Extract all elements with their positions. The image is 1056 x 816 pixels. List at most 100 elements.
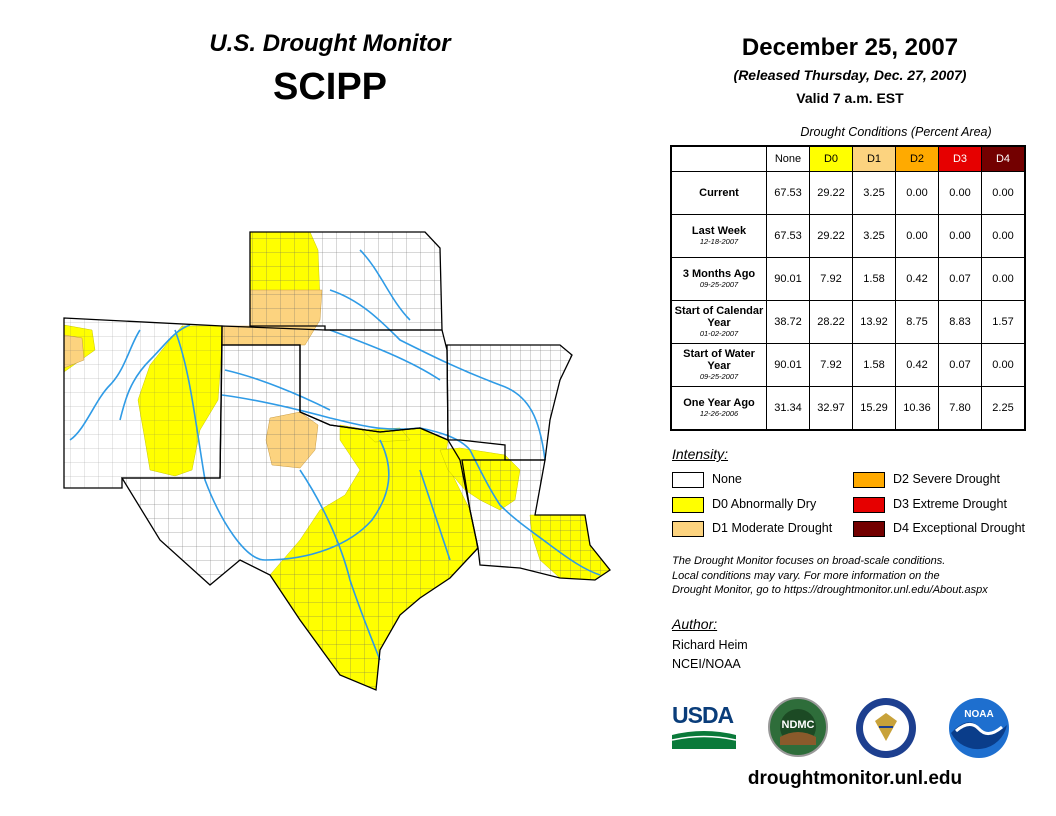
author-org: NCEI/NOAA (672, 657, 741, 671)
legend-label: D4 Exceptional Drought (893, 521, 1026, 535)
disclaimer-note: The Drought Monitor focuses on broad-sca… (672, 554, 1042, 598)
row-label: One Year Ago 12-26-2006 (671, 386, 767, 430)
row-label-text: Last Week (691, 225, 747, 237)
drought-map (63, 231, 611, 691)
col-header: D2 (895, 146, 939, 172)
commerce-seal-logo (855, 697, 917, 759)
table-caption: Drought Conditions (Percent Area) (800, 125, 992, 139)
table-cell: 3.25 (852, 171, 896, 215)
table-cell: 7.80 (938, 386, 982, 430)
col-header: D0 (809, 146, 853, 172)
legend-title: Intensity: (672, 446, 729, 462)
legend-d4: D4 Exceptional Drought (853, 519, 1025, 537)
table-cell: 0.42 (895, 343, 939, 387)
table-cell: 67.53 (766, 171, 810, 215)
legend-none: None (672, 470, 742, 488)
table-row: Last Week 12-18-2007 67.53 29.22 3.25 0.00 0.0… (671, 214, 1025, 258)
col-header: D1 (852, 146, 896, 172)
usda-logo: USDA (672, 702, 736, 749)
drought-stats-table: None D0 D1 D2 D3 D4 Current 67.53 29.22 3.2… (670, 145, 1026, 431)
table-cell: 0.00 (981, 171, 1025, 215)
col-header: D3 (938, 146, 982, 172)
col-header: D4 (981, 146, 1025, 172)
table-cell: 13.92 (852, 300, 896, 344)
usda-logo-text: USDA (672, 702, 734, 728)
table-cell: 1.57 (981, 300, 1025, 344)
legend-label: D2 Severe Drought (893, 472, 1001, 486)
table-cell: 0.07 (938, 257, 982, 301)
row-label: Current (671, 171, 767, 215)
table-row: Start of Water Year 09-25-2007 90.01 7.92 1.… (671, 343, 1025, 387)
site-url[interactable]: droughtmonitor.unl.edu (747, 768, 963, 789)
legend-d3: D3 Extreme Drought (853, 495, 1007, 513)
legend-swatch (853, 520, 885, 537)
table-cell: 31.34 (766, 386, 810, 430)
legend-swatch (672, 471, 704, 488)
table-cell: 0.00 (895, 171, 939, 215)
state-boundaries (63, 231, 611, 691)
col-header: None (766, 146, 810, 172)
ndmc-logo-seal (768, 697, 828, 757)
region-title: SCIPP (272, 66, 388, 108)
table-cell: 15.29 (852, 386, 896, 430)
table-cell: 3.25 (852, 214, 896, 258)
row-label-text: 3 Months Ago (682, 268, 756, 280)
map-date: December 25, 2007 (741, 34, 959, 61)
author-title: Author: (672, 616, 718, 632)
table-cell: 29.22 (809, 214, 853, 258)
table-cell: 0.00 (981, 257, 1025, 301)
table-cell: 10.36 (895, 386, 939, 430)
note-line: The Drought Monitor focuses on broad-sca… (672, 555, 946, 567)
noaa-logo: NOAA (948, 697, 1010, 759)
row-label-text: Start of Calendar Year (674, 305, 764, 329)
table-cell: 0.00 (981, 214, 1025, 258)
table-cell: 67.53 (766, 214, 810, 258)
row-label-text: One Year Ago (683, 397, 755, 409)
table-cell: 1.58 (852, 257, 896, 301)
note-line: Local conditions may vary. For more info… (672, 569, 940, 582)
legend-swatch (853, 471, 885, 488)
county-lines (64, 232, 610, 690)
table-cell: 29.22 (809, 171, 853, 215)
table-cell: 8.75 (895, 300, 939, 344)
legend-swatch (853, 496, 885, 513)
table-row: Start of Calendar Year 01-02-2007 38.72 28.… (671, 300, 1025, 344)
legend-label: D1 Moderate Drought (712, 521, 833, 535)
table-corner (672, 147, 767, 172)
table-cell: 0.42 (895, 257, 939, 301)
table-cell: 32.97 (809, 386, 853, 430)
row-label: Start of Calendar Year 01-02-2007 (671, 300, 767, 344)
brand-title: U.S. Drought Monitor (209, 30, 451, 57)
table-cell: 1.58 (852, 343, 896, 387)
legend-d1: D1 Moderate Drought (672, 519, 832, 537)
row-label: Last Week 12-18-2007 (671, 214, 767, 258)
legend-label: D3 Extreme Drought (893, 497, 1007, 511)
table-cell: 0.00 (895, 214, 939, 258)
valid-time: Valid 7 a.m. EST (796, 90, 904, 106)
table-cell: 8.83 (938, 300, 982, 344)
row-label: Start of Water Year 09-25-2007 (671, 343, 767, 387)
legend-swatch (672, 496, 704, 513)
row-date: 01-02-2007 (699, 329, 739, 338)
table-cell: 0.00 (938, 214, 982, 258)
note-line: Drought Monitor, go to https://droughtmo… (672, 584, 988, 596)
legend-d2: D2 Severe Drought (853, 470, 1000, 488)
table-cell: 0.07 (938, 343, 982, 387)
row-date: 12-18-2007 (699, 237, 739, 246)
table-cell: 7.92 (809, 257, 853, 301)
noaa-logo-seal (949, 698, 1009, 758)
noaa-logo-text: NOAA (964, 709, 994, 720)
table-cell: 38.72 (766, 300, 810, 344)
row-date: 09-25-2007 (699, 372, 739, 381)
legend-label: None (712, 472, 742, 486)
table-cell: 0.00 (938, 171, 982, 215)
row-date: 12-26-2006 (699, 409, 739, 418)
ndmc-logo-text: NDMC (781, 719, 815, 731)
table-header-row: None D0 D1 D2 D3 D4 (672, 146, 1025, 172)
release-date: (Released Thursday, Dec. 27, 2007) (733, 67, 967, 83)
table-cell: 28.22 (809, 300, 853, 344)
table-cell: 0.00 (981, 343, 1025, 387)
rivers (69, 249, 601, 661)
table-row: 3 Months Ago 09-25-2007 90.01 7.92 1.58 0.42 0… (671, 257, 1025, 301)
commerce-seal (856, 698, 916, 758)
